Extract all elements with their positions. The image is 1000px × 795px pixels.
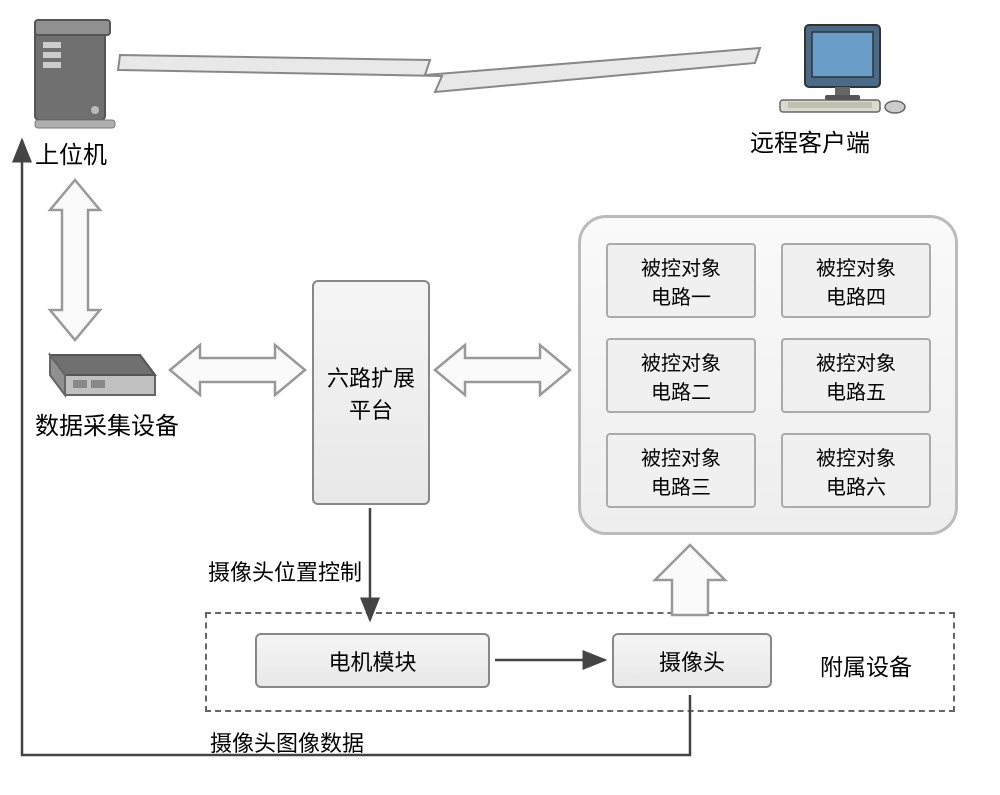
motor-box: 电机模块 (255, 633, 490, 688)
cam-data-label: 摄像头图像数据 (210, 726, 364, 758)
remote-client-label: 远程客户端 (750, 123, 870, 158)
wireless-link-icon (118, 48, 760, 92)
obj-box-1: 被控对象 电路一 (606, 243, 756, 318)
remote-client-icon (780, 25, 905, 113)
obj-box-2: 被控对象 电路二 (606, 338, 756, 413)
ext-platform-box: 六路扩展 平台 (312, 280, 430, 505)
obj-box-6: 被控对象 电路六 (781, 433, 931, 508)
arrow-camera-objects (655, 545, 725, 615)
cam-pos-ctrl-label: 摄像头位置控制 (208, 555, 362, 587)
daq-device-icon (50, 355, 155, 395)
arrow-ext-objects (435, 345, 570, 395)
host-label: 上位机 (35, 135, 107, 170)
arrow-daq-ext (170, 345, 305, 395)
obj-box-5: 被控对象 电路五 (781, 338, 931, 413)
camera-box: 摄像头 (612, 633, 772, 688)
objects-container: 被控对象 电路一 被控对象 电路四 被控对象 电路二 被控对象 电路五 被控对象… (578, 215, 958, 535)
aux-label: 附属设备 (820, 648, 912, 682)
obj-box-4: 被控对象 电路四 (781, 243, 931, 318)
obj-box-3: 被控对象 电路三 (606, 433, 756, 508)
arrow-host-daq (50, 180, 100, 340)
daq-label: 数据采集设备 (35, 406, 179, 441)
host-computer-icon (35, 20, 115, 128)
